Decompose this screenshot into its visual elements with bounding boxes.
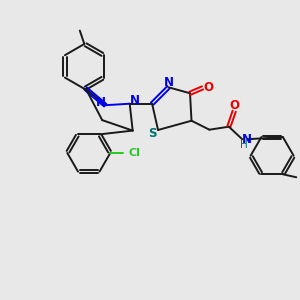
Text: N: N — [130, 94, 140, 107]
Text: S: S — [148, 127, 157, 140]
Text: Cl: Cl — [128, 148, 140, 158]
Text: O: O — [203, 81, 213, 94]
Text: O: O — [229, 99, 239, 112]
Text: N: N — [164, 76, 173, 89]
Text: N: N — [96, 96, 106, 109]
Text: N: N — [242, 133, 252, 146]
Text: H: H — [240, 140, 247, 150]
